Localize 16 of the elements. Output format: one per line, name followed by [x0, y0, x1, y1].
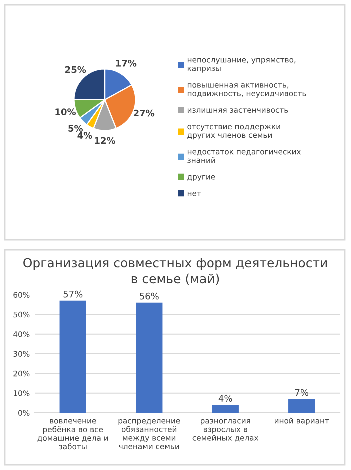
- data-label: 4%: [78, 132, 92, 140]
- data-label: 12%: [95, 137, 116, 144]
- bar: [212, 405, 239, 413]
- data-label: 5%: [68, 125, 84, 132]
- data-label: 10%: [56, 108, 76, 116]
- bar: [60, 300, 86, 413]
- bar: [136, 302, 163, 413]
- data-label: 57%: [64, 290, 83, 298]
- data-label: 7%: [295, 389, 309, 396]
- bar: [288, 399, 316, 413]
- data-label: 56%: [140, 292, 159, 300]
- data-label: 4%: [218, 395, 232, 402]
- data-label: 17%: [116, 60, 137, 67]
- data-label: 27%: [134, 110, 155, 117]
- chart-title: Организация совместных форм деятельности в семье (май): [24, 258, 327, 286]
- data-label: 25%: [66, 66, 86, 74]
